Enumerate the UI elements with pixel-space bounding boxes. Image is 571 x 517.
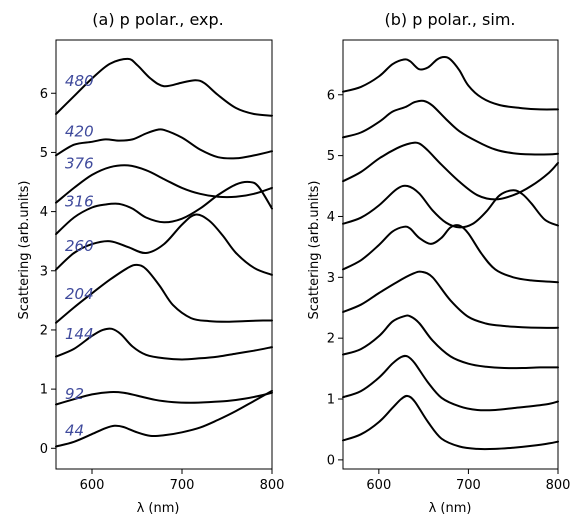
y-tick-label-0: 0: [40, 442, 48, 457]
y-tick-label-1: 1: [327, 393, 335, 408]
series-line-8: [55, 128, 273, 160]
x-tick-label-800: 800: [260, 478, 285, 493]
panel-a: (a) p polar., exp. Scattering (arb.units…: [17, 10, 284, 516]
curve-label-480: 480: [65, 72, 94, 90]
panel-a-x-axis-label: λ (nm): [137, 501, 180, 516]
series-line-9: [342, 56, 559, 111]
y-tick-label-4: 4: [40, 205, 48, 220]
curve-label-92: 92: [65, 385, 84, 403]
y-tick-label-2: 2: [40, 323, 48, 338]
series-line-5: [342, 224, 559, 284]
y-tick-label-6: 6: [327, 88, 335, 103]
y-tick-label-2: 2: [327, 332, 335, 347]
series-line-7: [342, 141, 559, 201]
panel-b: (b) p polar., sim. Scattering (arb.units…: [307, 10, 570, 516]
x-tick-label-700: 700: [456, 478, 481, 493]
series-line-7: [55, 164, 273, 204]
panel-a-y-axis-label: Scattering (arb.units): [17, 181, 32, 320]
series-line-9: [55, 57, 273, 117]
series-line-3: [342, 314, 559, 370]
x-tick-label-800: 800: [546, 478, 571, 493]
y-tick-label-3: 3: [40, 264, 48, 279]
series-line-2: [342, 354, 559, 412]
y-tick-label-4: 4: [327, 210, 335, 225]
y-tick-label-5: 5: [40, 146, 48, 161]
panel-b-x-axis-label: λ (nm): [429, 501, 472, 516]
curve-label-144: 144: [65, 325, 94, 343]
series-line-1: [342, 394, 559, 451]
series-line-6: [342, 184, 559, 229]
curve-label-316: 316: [65, 192, 94, 210]
x-tick-label-600: 600: [366, 478, 391, 493]
panel-a-ticks: 600 700 800 0 1 2 3 4 5 6: [40, 87, 285, 493]
curve-label-260: 260: [65, 237, 94, 255]
panel-a-series: [55, 57, 273, 448]
curve-label-44: 44: [65, 421, 84, 439]
curve-label-420: 420: [65, 122, 94, 140]
panel-a-title: (a) p polar., exp.: [92, 10, 223, 29]
panel-b-y-axis-label: Scattering (arb.units): [307, 181, 322, 320]
curve-label-376: 376: [65, 154, 94, 172]
series-line-1: [55, 389, 273, 448]
panel-b-series: [342, 56, 559, 451]
series-line-4: [342, 270, 559, 329]
panel-a-axes-frame: [55, 39, 273, 470]
y-tick-label-5: 5: [327, 149, 335, 164]
panel-b-axes-frame: [342, 39, 559, 470]
y-tick-label-6: 6: [40, 87, 48, 102]
series-line-4: [55, 263, 273, 324]
y-tick-label-3: 3: [327, 271, 335, 286]
curve-label-204: 204: [65, 285, 94, 303]
series-line-5: [55, 213, 273, 276]
panel-a-curve-labels: 44 92 144 204 260 316 376 420 480: [65, 72, 94, 439]
panel-b-title: (b) p polar., sim.: [385, 10, 516, 29]
x-tick-label-700: 700: [170, 478, 195, 493]
y-tick-label-0: 0: [327, 453, 335, 468]
series-line-8: [342, 99, 559, 156]
series-line-2: [55, 390, 273, 406]
y-tick-label-1: 1: [40, 383, 48, 398]
series-line-3: [55, 327, 273, 361]
x-tick-label-600: 600: [80, 478, 105, 493]
panel-b-ticks: 600 700 800 0 1 2 3 4 5 6: [327, 88, 571, 493]
series-line-6: [55, 180, 273, 236]
